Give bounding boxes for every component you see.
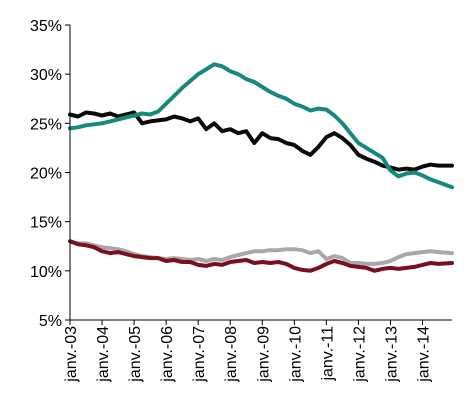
x-tick-label: janv.-10 xyxy=(287,326,304,383)
series-line-3 xyxy=(68,239,454,266)
series-layer xyxy=(68,62,454,273)
y-tick-labels: 5% 10% 15% 20% 25% 30% 35% xyxy=(30,18,62,330)
x-tick-label: janv.-07 xyxy=(191,326,208,383)
x-tick-label: janv.-11 xyxy=(319,326,336,382)
series-line-2 xyxy=(68,62,454,190)
y-tick-label: 10% xyxy=(30,264,62,281)
y-tick-label: 5% xyxy=(39,313,62,330)
y-tick-label: 30% xyxy=(30,67,62,84)
x-tick-label: janv.-03 xyxy=(63,326,80,383)
y-tick-label: 35% xyxy=(30,18,62,35)
y-tick-label: 25% xyxy=(30,116,62,133)
y-tick-label: 20% xyxy=(30,166,62,183)
x-tick-label: janv.-04 xyxy=(95,326,112,383)
x-tick-label: janv.-09 xyxy=(255,326,272,383)
x-tick-label: janv.-12 xyxy=(351,326,368,383)
axes xyxy=(65,24,452,325)
series-line-1 xyxy=(68,110,454,172)
series-line-4 xyxy=(68,239,454,273)
x-tick-label: janv.-14 xyxy=(416,326,433,383)
x-tick-label: janv.-08 xyxy=(223,326,240,383)
x-tick-label: janv.-13 xyxy=(383,326,400,383)
y-tick-label: 15% xyxy=(30,215,62,232)
x-tick-labels: janv.-03 janv.-04 janv.-05 janv.-06 janv.-07… xyxy=(63,326,433,383)
x-tick-label: janv.-06 xyxy=(159,326,176,383)
x-tick-label: janv.-05 xyxy=(127,326,144,383)
